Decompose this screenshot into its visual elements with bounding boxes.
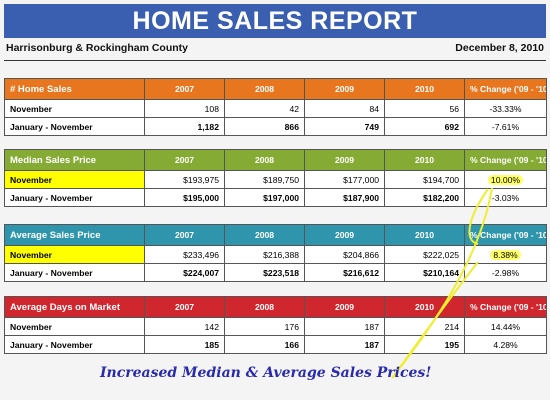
row-label: January - November — [4, 335, 145, 354]
row-label: January - November — [4, 188, 145, 207]
cell-value: 187 — [304, 335, 385, 354]
report-title: HOME SALES REPORT — [4, 4, 546, 38]
table-header: Average Sales Price 2007 2008 2009 2010 … — [4, 224, 547, 246]
row-label: November — [4, 170, 145, 189]
percent-change: 4.28% — [464, 335, 547, 354]
cell-value: $216,612 — [304, 263, 385, 282]
cell-value: 185 — [144, 335, 225, 354]
cell-value: 195 — [384, 335, 465, 354]
percent-change: -2.98% — [464, 263, 547, 282]
cell-value: 866 — [224, 117, 305, 136]
row-label: January - November — [4, 263, 145, 282]
table-row: January - November 185 166 187 195 4.28% — [4, 335, 547, 354]
table-header: Average Days on Market 2007 2008 2009 20… — [4, 296, 547, 318]
cell-value: $210,164 — [384, 263, 465, 282]
cell-value: $197,000 — [224, 188, 305, 207]
cell-value: $222,025 — [384, 245, 465, 264]
cell-value: $182,200 — [384, 188, 465, 207]
row-label: November — [4, 99, 145, 118]
table-row: January - November 1,182 866 749 692 -7.… — [4, 117, 547, 136]
cell-value: $187,900 — [304, 188, 385, 207]
report-date: December 8, 2010 — [455, 42, 544, 54]
median-price-table: Median Sales Price 2007 2008 2009 2010 %… — [4, 149, 547, 207]
cell-value: $223,518 — [224, 263, 305, 282]
cell-value: 749 — [304, 117, 385, 136]
table-header: Median Sales Price 2007 2008 2009 2010 %… — [4, 149, 547, 171]
cell-value: 142 — [144, 317, 225, 336]
highlighted-value: 10.00% — [487, 174, 524, 185]
cell-value: $194,700 — [384, 170, 465, 189]
cell-value: 84 — [304, 99, 385, 118]
cell-value: $204,866 — [304, 245, 385, 264]
cell-value: $189,750 — [224, 170, 305, 189]
home-sales-table: # Home Sales 2007 2008 2009 2010 % Chang… — [4, 78, 547, 136]
annotation-note: Increased Median & Average Sales Prices! — [100, 365, 432, 381]
region-label: Harrisonburg & Rockingham County — [6, 42, 189, 54]
cell-value: 56 — [384, 99, 465, 118]
cell-value: 42 — [224, 99, 305, 118]
cell-value: 187 — [304, 317, 385, 336]
header-divider — [4, 60, 546, 61]
row-label: January - November — [4, 117, 145, 136]
percent-change: -33.33% — [464, 99, 547, 118]
percent-change: 8.38% — [464, 245, 547, 264]
arrow-from-median-icon — [391, 187, 493, 379]
table-row: January - November $195,000 $197,000 $18… — [4, 188, 547, 207]
cell-value: $195,000 — [144, 188, 225, 207]
cell-value: $177,000 — [304, 170, 385, 189]
table-row: January - November $224,007 $223,518 $21… — [4, 263, 547, 282]
cell-value: $216,388 — [224, 245, 305, 264]
row-label: November — [4, 317, 145, 336]
cell-value: $193,975 — [144, 170, 225, 189]
table-row: November $193,975 $189,750 $177,000 $194… — [4, 170, 547, 189]
days-on-market-table: Average Days on Market 2007 2008 2009 20… — [4, 296, 547, 354]
table-header: # Home Sales 2007 2008 2009 2010 % Chang… — [4, 78, 547, 100]
percent-change: -7.61% — [464, 117, 547, 136]
arrow-to-median-icon — [468, 188, 489, 245]
average-price-table: Average Sales Price 2007 2008 2009 2010 … — [4, 224, 547, 282]
cell-value: 1,182 — [144, 117, 225, 136]
cell-value: 176 — [224, 317, 305, 336]
cell-value: 166 — [224, 335, 305, 354]
highlighted-value: 8.38% — [490, 249, 521, 260]
